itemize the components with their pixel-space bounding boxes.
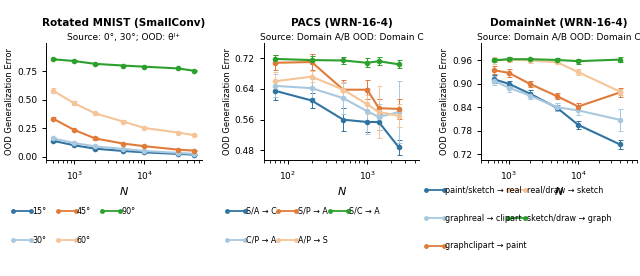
Text: PACS (WRN-16-4): PACS (WRN-16-4) <box>291 18 392 28</box>
Text: graphclipart → paint: graphclipart → paint <box>445 241 526 250</box>
Text: A/P → S: A/P → S <box>298 236 328 245</box>
Text: Source: 0°, 30°; OOD: θᴵ⁺: Source: 0°, 30°; OOD: θᴵ⁺ <box>67 33 180 42</box>
Text: DomainNet (WRN-16-4): DomainNet (WRN-16-4) <box>490 18 628 28</box>
X-axis label: N: N <box>120 187 128 197</box>
Y-axis label: OOD Generalization Error: OOD Generalization Error <box>5 48 14 155</box>
Text: real/draw → sketch: real/draw → sketch <box>527 186 603 195</box>
Text: sketch/draw → graph: sketch/draw → graph <box>527 214 611 222</box>
Text: graphreal → clipart: graphreal → clipart <box>445 214 522 222</box>
Text: Rotated MNIST (SmallConv): Rotated MNIST (SmallConv) <box>42 18 205 28</box>
Text: 30°: 30° <box>32 236 46 245</box>
Text: 15°: 15° <box>32 207 46 216</box>
Text: 60°: 60° <box>77 236 91 245</box>
Text: S/P → A: S/P → A <box>298 207 328 216</box>
Text: 45°: 45° <box>77 207 91 216</box>
Text: Source: Domain A/B OOD: Domain C: Source: Domain A/B OOD: Domain C <box>260 33 423 42</box>
Text: Source: Domain A/B OOD: Domain C: Source: Domain A/B OOD: Domain C <box>477 33 640 42</box>
Y-axis label: OOD Generalization Error: OOD Generalization Error <box>440 48 449 155</box>
Text: S/A → C: S/A → C <box>246 207 277 216</box>
Text: paint/sketch → real: paint/sketch → real <box>445 186 522 195</box>
Text: C/P → A: C/P → A <box>246 236 276 245</box>
Y-axis label: OOD Generalization Error: OOD Generalization Error <box>223 48 232 155</box>
Text: S/C → A: S/C → A <box>349 207 380 216</box>
X-axis label: N: N <box>555 187 563 197</box>
X-axis label: N: N <box>337 187 346 197</box>
Text: 90°: 90° <box>122 207 136 216</box>
